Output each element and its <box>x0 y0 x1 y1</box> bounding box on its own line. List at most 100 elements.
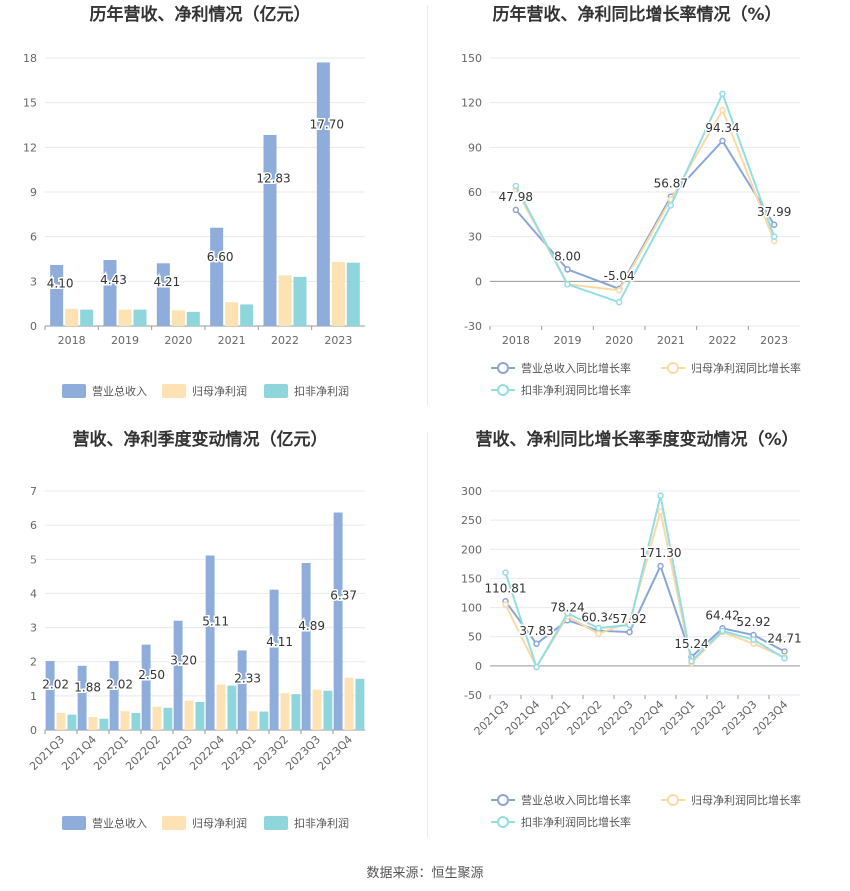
y-tick-label: 18 <box>23 52 37 65</box>
bar-nonrecurring-profit <box>355 678 365 730</box>
line-point <box>781 655 788 662</box>
line-point <box>719 137 726 145</box>
bar-parent-profit <box>118 309 132 326</box>
chart-title: 历年营收、净利同比增长率情况（%） <box>492 4 781 25</box>
bar-revenue <box>156 263 170 326</box>
y-tick-label: 0 <box>475 275 482 288</box>
bar-nonrecurring-profit <box>186 311 200 326</box>
annual-line-chart: 历年营收、净利同比增长率情况（%） -30 0 30 60 90 120 150 2018 201… <box>461 4 801 397</box>
y-tick-label: 250 <box>461 514 482 527</box>
y-tick-label: 300 <box>461 485 482 498</box>
line-value-label: 52.92 <box>736 615 770 629</box>
bar-revenue <box>263 134 277 326</box>
bar-nonrecurring-profit <box>163 707 173 730</box>
bar-value-label: 2.02 <box>106 678 133 692</box>
y-tick-label: 50 <box>468 631 482 644</box>
legend-label: 扣非净利润同比增长率 <box>521 815 631 829</box>
bar-nonrecurring-profit <box>259 711 269 730</box>
annual-bar-chart: 历年营收、净利情况（亿元） 0 3 6 9 12 15 18 2018 2019 2020 2021 2… <box>23 4 365 398</box>
y-tick-label: 30 <box>468 231 482 244</box>
line-value-label: 60.34 <box>581 611 615 625</box>
legend-label: 营业总收入同比增长率 <box>521 793 631 807</box>
bar-value-label: 3.20 <box>170 653 197 667</box>
line-point <box>533 663 540 671</box>
line-point <box>533 640 540 648</box>
line-revenue-growth <box>504 563 785 659</box>
y-tick-label: 120 <box>461 97 482 110</box>
line-value-label: 8.00 <box>554 249 581 263</box>
x-tick-label: 2023Q4 <box>751 698 791 738</box>
bar-revenue <box>301 563 311 730</box>
bar-parent-profit <box>312 689 322 730</box>
line-point <box>512 206 520 214</box>
bar-value-label: 4.43 <box>100 273 127 287</box>
bar-revenue <box>210 227 224 326</box>
bar-revenue <box>269 589 279 730</box>
bar-parent-profit <box>216 684 226 730</box>
line-value-label: 37.99 <box>757 205 791 219</box>
line-point <box>626 628 633 636</box>
vertical-divider-bottom <box>427 432 428 837</box>
quarterly-line-chart: 营收、净利同比增长率季度变动情况（%） -50 0 50 100 150 200 250 300… <box>461 429 803 829</box>
bar-parent-profit <box>152 706 162 730</box>
line-value-label: 37.83 <box>519 624 553 638</box>
bar-revenue <box>316 62 330 326</box>
bar-revenue <box>141 644 151 730</box>
line-point <box>615 287 623 294</box>
bar-value-label: 4.89 <box>298 619 325 633</box>
bar-parent-profit <box>88 717 98 730</box>
bar-revenue <box>205 555 215 730</box>
bar-value-label: 2.50 <box>138 668 165 682</box>
y-tick-label: 150 <box>461 572 482 585</box>
bar-parent-profit <box>248 711 258 730</box>
bar-parent-profit <box>331 261 345 326</box>
bar-value-label: 5.11 <box>202 614 229 628</box>
legend-swatch <box>62 384 86 398</box>
chart-quarterly-growth-rate: 营收、净利同比增长率季度变动情况（%） -50 0 50 100 150 200 250 300… <box>425 425 850 845</box>
legend-label: 归母净利润同比增长率 <box>691 361 801 375</box>
chart-title: 历年营收、净利情况（亿元） <box>90 4 311 25</box>
x-tick-label: 2023 <box>324 334 352 347</box>
bar-revenue <box>173 620 183 730</box>
y-tick-label: -50 <box>464 689 482 702</box>
bar-nonrecurring-profit <box>67 714 77 730</box>
bar-nonrecurring-profit <box>323 690 333 730</box>
line-value-label: 171.30 <box>640 546 682 560</box>
bar-nonrecurring-profit <box>99 718 109 730</box>
bar-revenue <box>237 650 247 730</box>
bar-value-label: 6.60 <box>207 250 234 264</box>
legend-label: 扣非净利润 <box>294 816 349 830</box>
y-tick-label: 3 <box>30 622 37 635</box>
legend-label: 扣非净利润 <box>294 384 349 398</box>
line-nonrecurring-profit-growth <box>514 91 776 304</box>
legend-swatch <box>264 384 288 398</box>
y-tick-label: 1 <box>30 690 37 703</box>
legend-label: 归母净利润同比增长率 <box>691 793 801 807</box>
legend-marker <box>497 794 509 806</box>
x-tick-label: 2018 <box>502 334 530 347</box>
bar-nonrecurring-profit <box>133 309 147 326</box>
line-point <box>564 281 571 288</box>
y-tick-label: 6 <box>30 519 37 532</box>
legend-label: 归母净利润 <box>192 384 247 398</box>
legend-marker <box>497 816 509 828</box>
legend-swatch <box>264 816 288 830</box>
line-point <box>657 562 664 570</box>
x-tick-label: 2023Q4 <box>315 733 355 773</box>
bar-revenue <box>77 665 87 730</box>
bar-nonrecurring-profit <box>80 309 94 326</box>
y-tick-label: 2 <box>30 656 37 669</box>
line-value-label: 110.81 <box>485 581 527 595</box>
chart-title: 营收、净利同比增长率季度变动情况（%） <box>475 429 798 450</box>
line-value-label: 24.71 <box>767 631 801 645</box>
legend-label: 营业总收入 <box>92 384 147 398</box>
legend-marker <box>497 362 509 374</box>
y-tick-label: 200 <box>461 543 482 556</box>
bar-value-label: 2.02 <box>42 678 69 692</box>
bar-value-label: 6.37 <box>330 589 357 603</box>
line-value-label: 56.87 <box>654 177 688 191</box>
bar-parent-profit <box>65 308 79 326</box>
line-point <box>781 648 788 655</box>
bar-value-label: 4.21 <box>153 275 180 289</box>
y-tick-label: -30 <box>464 320 482 333</box>
